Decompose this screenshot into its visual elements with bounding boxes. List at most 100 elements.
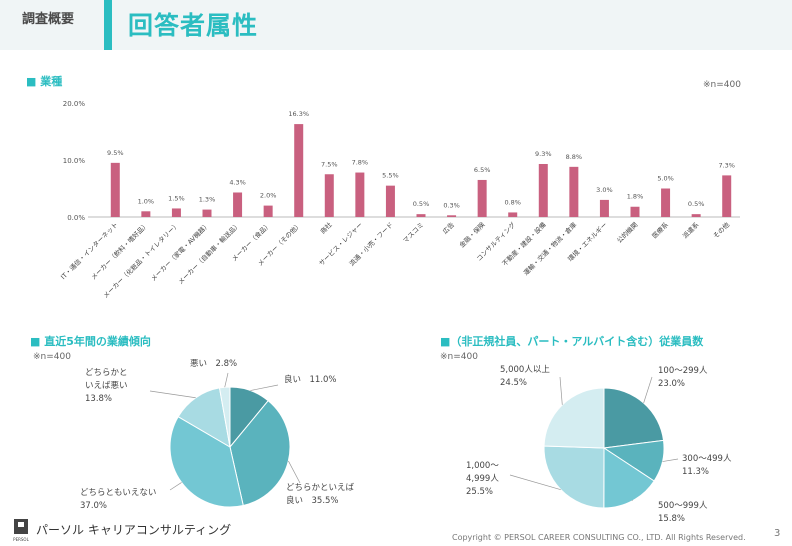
pie-slice <box>229 400 291 507</box>
data-label: 2.0% <box>260 192 277 200</box>
slice-name-label: 5,000人以上 <box>500 365 550 375</box>
pie-slice <box>543 387 605 449</box>
leader-line <box>149 390 196 399</box>
industry-chart-title: ■ 業種 <box>26 75 63 88</box>
leader-line <box>288 460 301 484</box>
category-label: IT・通信・インターネット <box>59 220 120 281</box>
category-label: その他 <box>711 220 732 241</box>
slice-name-label: 1,000〜 <box>466 461 499 471</box>
data-label: 0.5% <box>413 200 430 208</box>
industry-bar-chart: 0.0% 10.0% 20.0% 9.5% IT・通信・インターネット 1.0% メーカー（… <box>59 100 740 300</box>
leader-line <box>250 384 279 391</box>
industry-sample-note: ※n=400 <box>703 80 741 90</box>
bar <box>385 185 395 217</box>
data-label: 1.8% <box>627 193 644 201</box>
category-label: 商社 <box>318 220 334 236</box>
logo-subtext: PERSOL <box>13 537 29 542</box>
slice-value-label: 悪い 2.8% <box>190 359 237 369</box>
leader-line <box>662 458 679 462</box>
data-label: 0.3% <box>443 201 460 209</box>
category-label: 公的機関 <box>615 220 640 245</box>
slice-value-label: 15.8% <box>658 514 685 524</box>
bar <box>324 174 334 217</box>
leader-line <box>643 376 653 404</box>
slice-name-label: 300〜499人 <box>682 454 732 464</box>
page-number: 3 <box>774 528 781 539</box>
slice-name-label: いえば悪い <box>85 381 128 391</box>
copyright: Copyright © PERSOL CAREER CONSULTING CO.… <box>452 533 746 542</box>
slice-name-label: 100〜299人 <box>658 366 708 376</box>
category-label: メーカー（自動車・輸送品） <box>176 220 242 286</box>
bar <box>691 214 701 217</box>
employees-sample-note: ※n=400 <box>440 352 478 362</box>
page-title: 回答者属性 <box>128 11 259 40</box>
slice-value-label: 24.5% <box>500 378 527 388</box>
bar <box>538 163 548 217</box>
data-label: 16.3% <box>288 110 309 118</box>
pie-slice <box>543 445 605 509</box>
slice-value-label: 11.3% <box>682 467 709 477</box>
data-label: 7.5% <box>321 160 338 168</box>
data-label: 5.0% <box>657 175 674 183</box>
section-label: 調査概要 <box>22 12 75 27</box>
header-bar <box>0 0 792 50</box>
slice-value-label: 良い 35.5% <box>286 495 339 506</box>
bar <box>141 211 151 217</box>
bar <box>477 179 487 217</box>
category-label: メーカー（家電・AV機器） <box>148 220 211 283</box>
data-label: 0.8% <box>504 198 521 206</box>
data-label: 8.8% <box>566 153 583 161</box>
performance-chart-title: ■ 直近5年間の業績傾向 <box>30 335 151 348</box>
bar <box>722 175 732 217</box>
slice-value-label: 良い 11.0% <box>284 374 337 385</box>
bar <box>171 208 181 217</box>
bar <box>110 162 120 217</box>
bar <box>355 172 365 217</box>
leader-line <box>169 482 182 491</box>
slice-value-label: 13.8% <box>85 394 112 404</box>
performance-sample-note: ※n=400 <box>33 352 71 362</box>
category-label: 金融・保険 <box>457 220 487 250</box>
leader-line <box>224 372 229 388</box>
category-label: メーカー（飲料・嗜好品） <box>89 220 151 282</box>
data-label: 5.5% <box>382 172 399 180</box>
bar <box>416 214 426 217</box>
bar <box>233 192 243 217</box>
pie-slice <box>218 386 231 448</box>
persol-logo-icon: PERSOL <box>13 519 30 542</box>
bar <box>569 166 579 217</box>
slice-name-label: 500〜999人 <box>658 501 708 511</box>
data-label: 1.0% <box>138 197 155 205</box>
bar <box>599 199 609 217</box>
category-label: 運輸・交通・物流・倉庫 <box>521 220 578 277</box>
category-label: マスコミ <box>401 221 425 245</box>
accent-bar <box>104 0 112 50</box>
slice-name-label: どちらかと <box>85 368 128 378</box>
y-tick-label: 10.0% <box>63 157 86 165</box>
slice-value-label: 37.0% <box>80 501 107 511</box>
pie-slice <box>177 387 231 448</box>
data-label: 0.5% <box>688 200 705 208</box>
category-label: 医療系 <box>650 220 671 241</box>
bar <box>263 205 273 217</box>
bar <box>661 188 671 217</box>
bar <box>294 124 304 217</box>
data-label: 6.5% <box>474 166 491 174</box>
data-label: 4.3% <box>229 178 246 186</box>
slice-value-label: 25.5% <box>466 487 493 497</box>
slice-name-label: どちらかといえば <box>286 483 355 493</box>
category-label: 派遣系 <box>680 220 701 241</box>
data-label: 1.3% <box>199 196 216 204</box>
leader-line <box>509 474 561 490</box>
bar <box>202 209 212 217</box>
y-tick-label: 20.0% <box>63 100 86 108</box>
data-label: 7.3% <box>718 161 735 169</box>
data-label: 3.0% <box>596 186 613 194</box>
footer-logo-text: パーソル キャリアコンサルティング <box>36 523 232 537</box>
pie-slice <box>603 447 655 509</box>
bar <box>630 206 640 217</box>
slice-value-label: 23.0% <box>658 379 685 389</box>
employees-chart-title: ■（非正規社員、パート・アルバイト含む）従業員数 <box>440 335 704 348</box>
data-label: 1.5% <box>168 194 185 202</box>
